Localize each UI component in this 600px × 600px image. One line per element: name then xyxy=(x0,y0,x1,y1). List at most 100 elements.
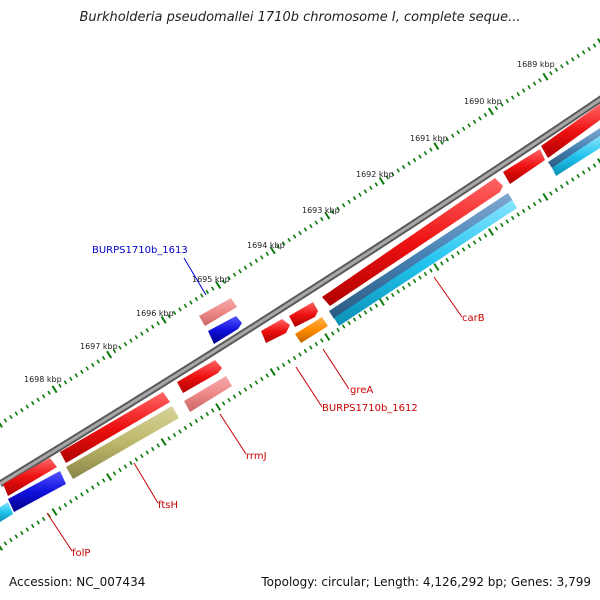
gene-label-carB[interactable]: carB xyxy=(462,313,485,324)
scale-tick xyxy=(69,499,73,504)
scale-tick xyxy=(254,258,259,263)
gene-red-d[interactable] xyxy=(541,104,600,158)
gene-burps1613-pink[interactable] xyxy=(199,298,237,326)
scale-tick xyxy=(440,140,444,145)
scale-tick xyxy=(396,289,400,294)
topology-summary: Topology: circular; Length: 4,126,292 bp… xyxy=(261,575,591,589)
scale-tick xyxy=(210,286,215,291)
scale-tick xyxy=(487,228,494,236)
scale-tick xyxy=(478,236,482,242)
scale-tick xyxy=(118,467,122,473)
scale-tick xyxy=(69,376,73,381)
scale-tick xyxy=(25,527,30,532)
kbp-label: 1698 kbp xyxy=(24,375,62,384)
gene-labels: BURPS1710b_1613 carB greA BURPS1710b_161… xyxy=(72,245,485,559)
scale-tick xyxy=(227,276,231,281)
scale-tick xyxy=(189,300,193,305)
gene-label-burps1612[interactable]: BURPS1710b_1612 xyxy=(322,403,418,414)
gene-rrmJ[interactable] xyxy=(184,376,232,412)
scale-tick xyxy=(129,460,133,466)
forward-genes xyxy=(3,104,600,496)
scale-tick xyxy=(215,281,222,290)
scale-tick xyxy=(597,38,600,44)
scale-tick xyxy=(401,164,406,170)
gene-ftsH[interactable] xyxy=(66,406,179,479)
scale-tick xyxy=(205,411,210,417)
gene-label-rrmJ[interactable]: rrmJ xyxy=(246,451,267,462)
scale-tick xyxy=(118,345,122,350)
scale-tick xyxy=(276,366,280,371)
gene-folP-red[interactable] xyxy=(3,458,57,496)
scale-tick xyxy=(0,545,4,551)
scale-tick xyxy=(292,355,297,361)
scale-tick xyxy=(298,230,302,236)
scale-tick xyxy=(232,394,237,399)
scale-tick xyxy=(160,438,167,446)
scale-tick xyxy=(456,250,460,256)
scale-tick xyxy=(215,403,222,411)
scale-tick xyxy=(227,397,231,403)
scale-tick xyxy=(194,418,199,424)
scale-tick xyxy=(194,296,199,302)
kbp-label: 1697 kbp xyxy=(80,342,118,351)
scale-tick xyxy=(243,387,248,392)
scale-tick xyxy=(3,541,8,546)
gene-carB[interactable] xyxy=(322,178,503,306)
gene-carB-steel[interactable] xyxy=(329,193,513,319)
scale-tick xyxy=(145,328,150,333)
gene-label-burps1613[interactable]: BURPS1710b_1613 xyxy=(92,245,188,256)
scale-tick xyxy=(3,418,8,423)
scale-tick xyxy=(314,220,319,225)
scale-tick xyxy=(521,208,526,214)
gene-burps1613-blue[interactable] xyxy=(208,316,242,344)
gene-cyan-right[interactable] xyxy=(552,136,600,176)
gene-carB-cyan[interactable] xyxy=(334,200,517,326)
scale-tick xyxy=(516,212,520,217)
inner-tick-ring xyxy=(0,158,600,551)
scale-tick xyxy=(200,415,204,420)
gene-steel-right[interactable] xyxy=(548,128,600,168)
scale-tick xyxy=(221,401,226,406)
gene-label-folP[interactable]: folP xyxy=(72,548,90,559)
scale-tick xyxy=(276,244,280,250)
gene-red-c[interactable] xyxy=(503,149,545,184)
scale-tick xyxy=(587,46,591,52)
gene-cyan-left[interactable] xyxy=(0,502,13,522)
scale-tick xyxy=(292,234,297,239)
scale-tick xyxy=(134,335,139,340)
gene-label-greA[interactable]: greA xyxy=(350,385,373,396)
scale-tick xyxy=(156,443,160,448)
scale-tick xyxy=(549,71,553,76)
gene-greA[interactable] xyxy=(295,317,328,343)
scale-tick xyxy=(178,307,182,312)
scale-tick xyxy=(101,355,106,361)
scale-tick xyxy=(570,57,575,62)
scale-tick xyxy=(123,342,128,347)
scale-tick xyxy=(25,404,30,409)
scale-tick xyxy=(172,310,177,315)
label-leaders xyxy=(46,257,463,552)
accession-text: Accession: NC_007434 xyxy=(9,575,146,589)
scale-tick xyxy=(210,408,215,413)
scale-tick xyxy=(9,414,13,420)
scale-tick xyxy=(527,85,531,90)
gene-red-e[interactable] xyxy=(177,360,222,393)
scale-tick xyxy=(167,436,171,441)
scale-tick xyxy=(178,429,182,434)
kbp-label: 1695 kbp xyxy=(192,275,230,284)
scale-tick xyxy=(145,450,150,455)
scale-tick xyxy=(30,401,35,406)
scale-tick xyxy=(478,116,482,121)
scale-tick xyxy=(521,88,526,93)
gene-ftsH-red[interactable] xyxy=(60,392,170,463)
gene-folP[interactable] xyxy=(8,471,66,512)
gene-red-a[interactable] xyxy=(261,319,290,343)
scale-tick xyxy=(336,327,340,333)
scale-tick xyxy=(429,147,433,152)
scale-tick xyxy=(303,227,308,232)
scale-tick xyxy=(560,184,564,189)
scale-tick xyxy=(565,180,570,186)
gene-red-b[interactable] xyxy=(289,302,318,327)
scale-tick xyxy=(423,151,428,156)
gene-label-ftsH[interactable]: ftsH xyxy=(158,500,178,511)
